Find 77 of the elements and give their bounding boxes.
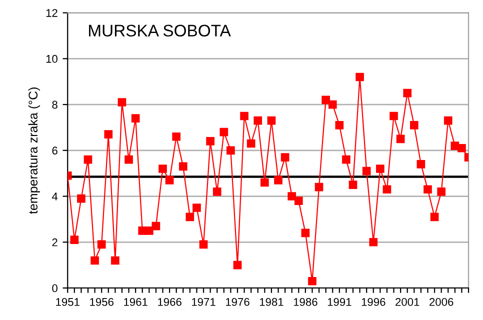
- point: [335, 121, 344, 130]
- point: [403, 88, 412, 98]
- point: [240, 112, 248, 120]
- point: [301, 228, 310, 238]
- point: [158, 164, 167, 173]
- point: [328, 100, 337, 109]
- point: [104, 130, 113, 139]
- x-tick-label: 2001: [396, 298, 420, 306]
- point: [314, 182, 324, 192]
- y-tick-label: 4: [52, 192, 58, 200]
- point: [97, 240, 106, 249]
- point: [416, 160, 426, 168]
- point: [77, 194, 86, 203]
- point: [274, 176, 282, 184]
- point: [382, 185, 392, 194]
- point: [424, 185, 432, 194]
- point: [212, 188, 222, 196]
- point: [410, 121, 418, 130]
- y-tick-label: 10: [46, 54, 58, 63]
- x-tick-label: 1976: [226, 298, 250, 306]
- point: [254, 116, 262, 125]
- point: [458, 144, 466, 152]
- point: [172, 132, 181, 141]
- point: [376, 164, 384, 173]
- point: [144, 226, 154, 235]
- point: [124, 155, 133, 164]
- y-tick-label: 0: [52, 284, 58, 292]
- point: [84, 155, 92, 164]
- x-tick-label: 1961: [124, 298, 148, 306]
- point: [186, 212, 194, 222]
- point: [444, 116, 452, 125]
- point: [152, 222, 160, 230]
- point: [165, 176, 174, 184]
- point: [220, 128, 228, 136]
- point: [294, 196, 303, 206]
- point: [308, 276, 316, 286]
- point: [111, 256, 120, 265]
- point: [192, 204, 201, 212]
- y-axis-title: temperatura zraka (°C): [28, 88, 40, 214]
- x-tick-label: 1956: [90, 298, 114, 306]
- x-tick-label: 1971: [192, 298, 216, 306]
- point: [199, 240, 208, 249]
- x-tick-label: 1991: [328, 298, 352, 306]
- point: [362, 166, 371, 176]
- point: [280, 153, 290, 162]
- y-tick-label: 2: [52, 238, 58, 246]
- point: [342, 155, 350, 164]
- point: [437, 188, 446, 196]
- point: [390, 112, 398, 120]
- x-tick-label: 1986: [294, 298, 318, 306]
- point: [246, 139, 256, 148]
- point: [90, 256, 99, 265]
- point: [233, 260, 242, 270]
- point: [288, 192, 296, 200]
- y-tick-label: 8: [52, 100, 58, 109]
- point: [131, 114, 140, 122]
- point: [369, 238, 378, 246]
- x-tick-label: 1981: [260, 298, 284, 306]
- x-tick-label: 1996: [362, 298, 386, 306]
- text: MURSKA SOBOTA: [89, 24, 231, 37]
- point: [348, 180, 358, 189]
- point: [396, 134, 405, 144]
- point: [70, 236, 79, 244]
- x-tick-label: 1966: [158, 298, 182, 306]
- y-tick-label: 12: [46, 9, 58, 17]
- point: [430, 212, 439, 222]
- point: [206, 137, 214, 146]
- x-tick-label: 1951: [56, 298, 80, 306]
- point: [356, 72, 364, 82]
- x-tick-label: 2006: [430, 298, 454, 306]
- point: [178, 162, 188, 171]
- point: [226, 146, 235, 155]
- y-tick-label: 6: [52, 146, 58, 155]
- point: [118, 98, 126, 106]
- point: [267, 116, 276, 125]
- point: [322, 96, 330, 104]
- point: [260, 178, 269, 187]
